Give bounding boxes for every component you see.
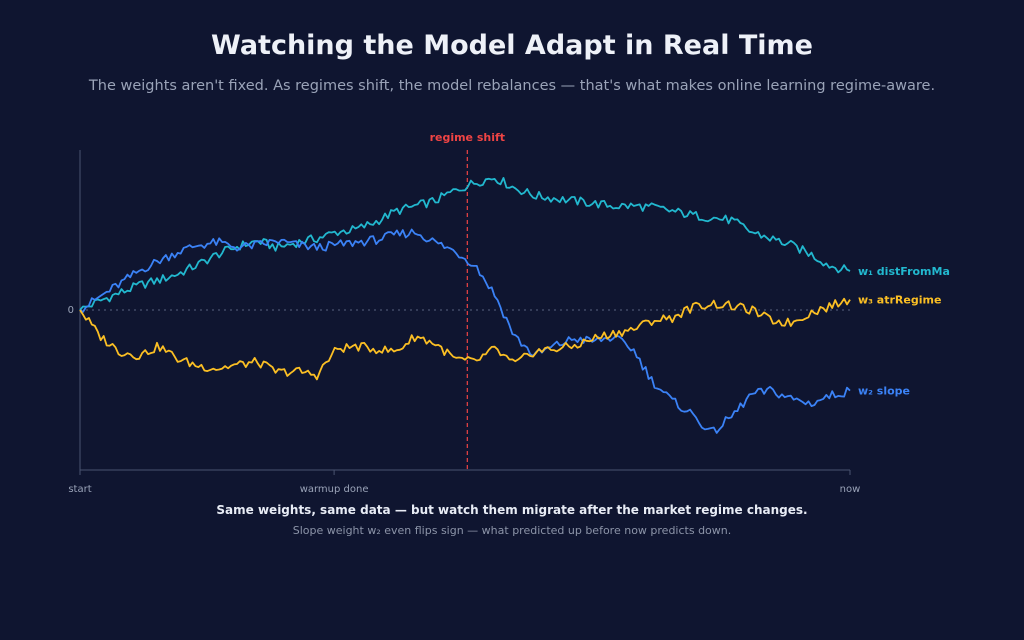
x-tick-label: warmup done [300,484,369,495]
x-tick-label: now [840,484,861,495]
page-title: Watching the Model Adapt in Real Time [211,30,813,61]
chart-caption: Same weights, same data — but watch them… [216,503,808,517]
series-label-2: w₂ slope [858,385,910,398]
series-line-1 [79,176,851,311]
regime-shift-label: regime shift [430,131,505,144]
series-label-3: w₃ atrRegime [858,294,941,307]
series-line-2 [79,228,851,434]
page-subtitle: The weights aren't fixed. As regimes shi… [88,78,936,94]
series-line-3 [79,297,851,381]
y-tick-label: 0 [68,305,74,316]
series-label-1: w₁ distFromMa [858,265,950,278]
chart-subcaption: Slope weight w₂ even flips sign — what p… [292,524,732,537]
x-tick-label: start [68,484,91,495]
